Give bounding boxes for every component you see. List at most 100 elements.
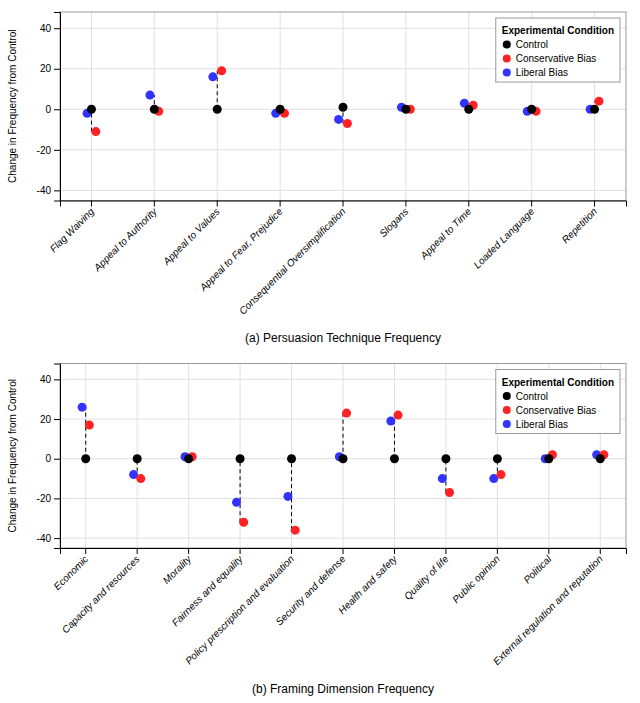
range-line (343, 413, 344, 459)
tick-mark (154, 201, 155, 207)
tick: 0 (45, 104, 60, 115)
tick: External regulation and reputation (491, 548, 605, 667)
tick-mark (445, 548, 446, 554)
tick-label: Appeal to Values (160, 206, 222, 268)
legend-frame (496, 18, 620, 82)
series-dots (85, 409, 609, 535)
dot (596, 454, 605, 463)
plot-area: -40-2002040EconomicCapacity and resource… (7, 364, 627, 697)
dot (445, 488, 454, 497)
tick: -20 (37, 145, 60, 156)
tick-mark (548, 548, 549, 554)
tick: 20 (40, 414, 60, 425)
dot (213, 105, 222, 114)
dot (91, 127, 100, 136)
dot (85, 421, 94, 430)
grid (60, 12, 626, 201)
legend: Experimental ConditionControlConservativ… (496, 370, 620, 434)
tick: Policy prescription and evaluation (183, 548, 296, 666)
dot (184, 454, 193, 463)
axis-line (54, 364, 61, 549)
tick-label: 40 (40, 374, 52, 385)
tick-label: Morality (161, 553, 194, 586)
x-axis: Flag WaivingAppeal to AuthorityAppeal to… (48, 201, 627, 317)
dot (145, 91, 154, 100)
tick: Appeal to Authority (91, 201, 160, 274)
legend-title: Experimental Condition (502, 25, 614, 36)
legend-entry: Control (516, 39, 548, 50)
legend-swatch (503, 392, 511, 400)
grid (60, 364, 626, 549)
tick-mark (291, 548, 292, 554)
tick-mark (137, 548, 138, 554)
dot (441, 454, 450, 463)
x-axis: EconomicCapacity and resourcesMoralityFa… (51, 548, 626, 667)
dot (232, 498, 241, 507)
tick-label: -40 (37, 533, 52, 544)
tick: Political (521, 548, 554, 585)
tick: 40 (40, 23, 60, 34)
axis-line (61, 201, 627, 207)
tick-label: Slogans (377, 206, 410, 239)
tick-mark (54, 498, 60, 499)
tick: Public opinion (450, 548, 502, 605)
tick: -40 (37, 533, 60, 544)
tick-mark (280, 201, 281, 207)
tick-label: Quality of life (402, 553, 451, 602)
dot (339, 454, 348, 463)
tick-mark (54, 109, 60, 110)
tick: Security and defense (273, 548, 348, 628)
tick-label: Political (521, 553, 554, 586)
tick-mark (91, 201, 92, 207)
tick-mark (468, 201, 469, 207)
tick-label: Capacity and resources (60, 553, 142, 635)
panel: -40-2002040EconomicCapacity and resource… (7, 364, 627, 697)
tick: Health and safety (336, 548, 400, 616)
legend-swatch (503, 420, 511, 428)
range-line (85, 407, 86, 459)
series-dots (87, 103, 599, 114)
tick-label: -20 (37, 145, 52, 156)
tick-label: External regulation and reputation (491, 553, 605, 667)
tick-label: 40 (40, 23, 52, 34)
tick-label: Consequential Oversimplification (237, 205, 348, 316)
tick-label: 20 (40, 414, 52, 425)
tick: Morality (161, 548, 194, 586)
dot (239, 518, 248, 527)
tick-mark (600, 548, 601, 554)
dot (287, 454, 296, 463)
dot (217, 66, 226, 75)
tick-mark (54, 69, 60, 70)
dot (496, 470, 505, 479)
tick: 0 (45, 453, 60, 464)
dot (81, 454, 90, 463)
tick-label: Health and safety (336, 553, 400, 617)
plot-area: -40-2002040Flag WaivingAppeal to Authori… (7, 12, 627, 345)
dot (283, 492, 292, 501)
tick-label: Policy prescription and evaluation (183, 553, 296, 666)
legend-entry: Conservative Bias (516, 53, 597, 64)
tick: Appeal to Time (417, 201, 473, 262)
panel-title: (b) Framing Dimension Frequency (252, 682, 434, 696)
plot-frame (60, 12, 626, 201)
tick: Quality of life (402, 548, 451, 602)
y-axis: -40-2002040 (37, 13, 61, 202)
legend-swatch (503, 41, 511, 49)
dot (594, 97, 603, 106)
dot (342, 409, 351, 418)
dot (343, 119, 352, 128)
tick: Appeal to Values (160, 201, 222, 268)
tick-mark (54, 379, 60, 380)
dot (87, 105, 96, 114)
dot (339, 103, 348, 112)
legend-entry: Control (516, 391, 548, 402)
tick-mark (531, 201, 532, 207)
tick-label: Economic (51, 553, 90, 592)
legend-frame (496, 370, 620, 434)
tick: Capacity and resources (60, 548, 142, 635)
tick-label: Flag Waiving (48, 205, 97, 254)
tick-mark (343, 201, 344, 207)
legend-swatch (503, 406, 511, 414)
panel: -40-2002040Flag WaivingAppeal to Authori… (7, 12, 627, 345)
dot (136, 474, 145, 483)
